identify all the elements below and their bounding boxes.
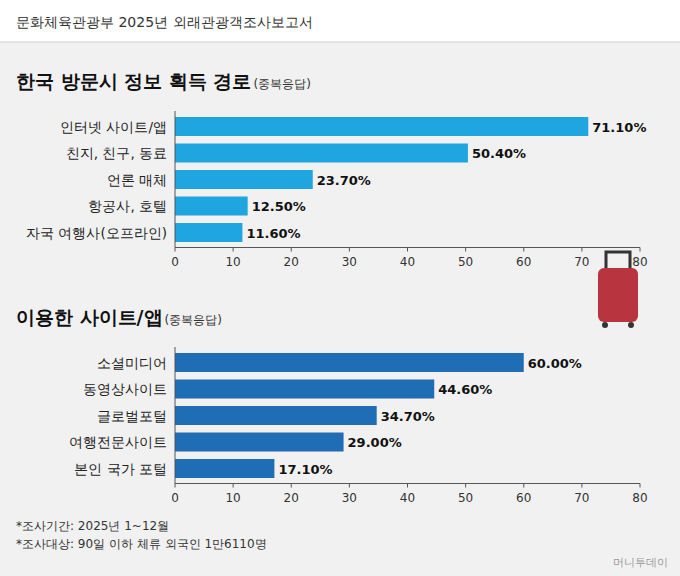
- data-label: 60.00%: [528, 356, 582, 371]
- tick-mark: [291, 248, 292, 252]
- data-label: 12.50%: [252, 199, 306, 214]
- tick-mark: [233, 484, 234, 488]
- bar: [175, 144, 468, 163]
- tick-label: 50: [458, 255, 473, 269]
- tick-mark: [523, 484, 524, 488]
- header-title: 문화체육관광부 2025년 외래관광객조사보고서: [16, 14, 313, 30]
- bar: [175, 433, 344, 452]
- bars: [175, 353, 524, 478]
- wheel: [602, 322, 608, 328]
- chart-title: 이용한 사이트/앱: [16, 306, 163, 328]
- tick-label: 0: [171, 491, 179, 505]
- data-label: 11.60%: [246, 226, 300, 241]
- data-label: 44.60%: [438, 382, 492, 397]
- tick-label: 30: [342, 255, 357, 269]
- tick-mark: [640, 248, 641, 252]
- tick-label: 70: [574, 255, 589, 269]
- category-label: 소셜미디어: [97, 355, 167, 371]
- tick-mark: [349, 484, 350, 488]
- tick-label: 70: [574, 491, 589, 505]
- data-label: 50.40%: [472, 146, 526, 161]
- tick-mark: [407, 248, 408, 252]
- suitcase: [598, 268, 638, 322]
- data-label: 23.70%: [317, 173, 371, 188]
- category-label: 친지, 친구, 동료: [66, 145, 167, 161]
- tick-label: 10: [225, 255, 240, 269]
- tick-mark: [291, 484, 292, 488]
- tick-mark: [465, 484, 466, 488]
- category-label: 본인 국가 포털: [74, 461, 167, 477]
- suitcase-handle: [606, 252, 630, 268]
- tick-label: 10: [225, 491, 240, 505]
- tick-label: 40: [400, 491, 415, 505]
- bar: [175, 353, 524, 372]
- tick-mark: [175, 248, 176, 252]
- tick-mark: [465, 248, 466, 252]
- chart-panel: 이용한 사이트/앱(중복응답) 소셜미디어 60.00% 동영상사이트 44.60% 글로…: [16, 306, 648, 505]
- tick-mark: [523, 248, 524, 252]
- category-label: 여행전문사이트: [69, 434, 167, 450]
- tick-mark: [581, 484, 582, 488]
- tick-mark: [175, 484, 176, 488]
- bar: [175, 459, 274, 478]
- tick-label: 20: [284, 255, 299, 269]
- y-axis: [175, 111, 176, 248]
- footnote: *조사대상: 90일 이하 체류 외국인 1만6110명: [16, 537, 267, 551]
- data-label: 17.10%: [278, 462, 332, 477]
- header-rule: [0, 42, 680, 43]
- data-label: 29.00%: [348, 435, 402, 450]
- data-label: 71.10%: [592, 120, 646, 135]
- bar: [175, 406, 377, 425]
- category-label: 항공사, 호텔: [88, 198, 167, 214]
- decoration: [598, 252, 638, 328]
- tick-label: 40: [400, 255, 415, 269]
- source: 머니투데이: [613, 556, 668, 569]
- category-label: 글로벌포털: [97, 408, 167, 424]
- bars: [175, 117, 588, 242]
- chart-root: 문화체육관광부 2025년 외래관광객조사보고서한국 방문시 정보 획득 경로(…: [0, 0, 680, 576]
- chart-subtitle: (중복응답): [165, 313, 222, 327]
- tick-mark: [233, 248, 234, 252]
- tick-mark: [640, 484, 641, 488]
- bar: [175, 117, 588, 136]
- header-band: [0, 0, 680, 42]
- tick-label: 60: [516, 255, 531, 269]
- tick-mark: [407, 484, 408, 488]
- category-label: 언론 매체: [107, 172, 167, 188]
- tick-label: 60: [516, 491, 531, 505]
- tick-label: 80: [632, 491, 647, 505]
- tick-mark: [581, 248, 582, 252]
- bar: [175, 223, 242, 242]
- category-label: 인터넷 사이트/앱: [60, 119, 167, 135]
- bar: [175, 170, 313, 189]
- tick-label: 20: [284, 491, 299, 505]
- tick-label: 30: [342, 491, 357, 505]
- bar: [175, 380, 434, 399]
- category-label: 자국 여행사(오프라인): [26, 225, 167, 241]
- data-label: 34.70%: [381, 409, 435, 424]
- tick-label: 50: [458, 491, 473, 505]
- chart-subtitle: (중복응답): [253, 77, 310, 91]
- bar: [175, 197, 248, 216]
- tick-mark: [349, 248, 350, 252]
- tick-label: 80: [632, 255, 647, 269]
- tick-label: 0: [171, 255, 179, 269]
- chart-panel: 한국 방문시 정보 획득 경로(중복응답) 인터넷 사이트/앱 71.10% 친지, …: [16, 70, 648, 269]
- chart-title: 한국 방문시 정보 획득 경로: [16, 70, 251, 92]
- y-axis: [175, 347, 176, 484]
- wheel: [628, 322, 634, 328]
- category-label: 동영상사이트: [83, 381, 167, 397]
- footnote: *조사기간: 2025년 1~12월: [16, 519, 169, 533]
